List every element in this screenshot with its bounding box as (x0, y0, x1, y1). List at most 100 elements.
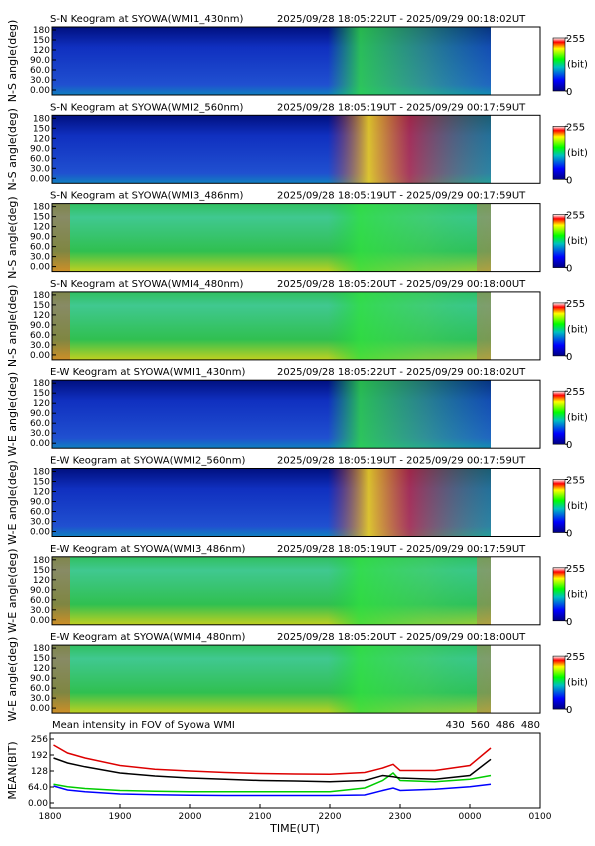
y-tick-label: 180 (33, 26, 50, 36)
colorbar (552, 390, 566, 445)
plot-frame (51, 114, 541, 184)
colorbar-label: (bit) (567, 60, 588, 71)
y-tick-label: 150 (33, 654, 50, 664)
y-tick-label: 64.0 (28, 783, 48, 793)
series-line (53, 772, 492, 793)
colorbar (552, 302, 566, 357)
colorbar-label: (bit) (567, 324, 588, 335)
colorbar-tick-label: 0 (566, 264, 572, 275)
y-tick-label: 60.0 (30, 419, 50, 429)
y-tick-label: 30.0 (30, 76, 50, 86)
colorbar-tick-label: 255 (566, 387, 585, 398)
x-tick-label: 0000 (459, 812, 482, 822)
y-tick-label: 60.0 (30, 243, 50, 253)
y-tick-label: 128 (31, 767, 48, 777)
keogram-edge (52, 556, 70, 625)
colorbar-label: (bit) (567, 148, 588, 159)
colorbar-label: (bit) (567, 236, 588, 247)
y-tick-label: 180 (33, 379, 50, 389)
y-tick-label: 120 (33, 576, 50, 586)
keogram-edge (52, 291, 70, 360)
y-tick-label: 150 (33, 301, 50, 311)
x-tick-label: 0100 (529, 812, 552, 822)
panel-title: S-N Keogram at SYOWA(WMI1_430nm) (50, 14, 244, 25)
panel-title: E-W Keogram at SYOWA(WMI3_486nm) (50, 544, 246, 555)
y-tick-label: 60.0 (30, 331, 50, 341)
x-axis-label: TIME(UT) (269, 822, 320, 835)
y-tick-label: 30.0 (30, 694, 50, 704)
y-tick-label: 150 (33, 566, 50, 576)
colorbar-label: (bit) (567, 678, 588, 689)
y-tick-label: 0.00 (30, 528, 50, 538)
y-tick-label: 0.00 (30, 704, 50, 714)
y-tick-label: 180 (33, 468, 50, 478)
colorbar-tick-label: 255 (566, 34, 585, 45)
y-tick-label: 180 (33, 291, 50, 301)
y-axis-label: N-S angle(deg) (6, 196, 19, 279)
panel-title: S-N Keogram at SYOWA(WMI2_560nm) (50, 102, 244, 113)
y-tick-label: 150 (33, 478, 50, 488)
y-tick-label: 150 (33, 124, 50, 134)
y-tick-label: 90.0 (30, 233, 50, 243)
colorbar (552, 655, 566, 710)
y-axis-label: N-S angle(deg) (6, 108, 19, 191)
colorbar (552, 479, 566, 533)
keogram-edge (52, 203, 70, 272)
plot-frame (51, 644, 541, 714)
y-tick-label: 30.0 (30, 518, 50, 528)
legend-entry: 480 (521, 720, 540, 731)
panel-title: S-N Keogram at SYOWA(WMI4_480nm) (50, 279, 244, 290)
panel-time-range: 2025/09/28 18:05:19UT - 2025/09/29 00:17… (277, 456, 526, 467)
y-tick-label: 0.00 (30, 616, 50, 626)
panel-time-range: 2025/09/28 18:05:22UT - 2025/09/29 00:18… (277, 367, 526, 378)
colorbar-label: (bit) (567, 589, 588, 600)
plot-frame (51, 291, 541, 361)
y-tick-label: 0.00 (30, 439, 50, 449)
y-tick-label: 120 (33, 46, 50, 56)
colorbar (552, 37, 566, 92)
x-tick-label: 1900 (109, 812, 132, 822)
keogram-aurora (328, 115, 491, 184)
legend-entry: 430 (446, 720, 465, 731)
y-axis-label: W-E angle(deg) (6, 460, 19, 545)
keogram-aurora (328, 556, 491, 625)
y-tick-label: 60.0 (30, 508, 50, 518)
legend-entry: 560 (471, 720, 490, 731)
y-axis-label: W-E angle(deg) (6, 372, 19, 457)
y-axis-label: N-S angle(deg) (6, 285, 19, 368)
y-tick-label: 60.0 (30, 684, 50, 694)
y-tick-label: 60.0 (30, 596, 50, 606)
y-tick-label: 30.0 (30, 429, 50, 439)
y-tick-label: 0.00 (30, 351, 50, 361)
x-tick-label: 1800 (39, 812, 62, 822)
series-line (53, 757, 492, 783)
y-tick-label: 120 (33, 134, 50, 144)
colorbar-tick-label: 0 (566, 529, 572, 540)
y-tick-label: 120 (33, 223, 50, 233)
y-tick-label: 90.0 (30, 674, 50, 684)
plot-frame (51, 468, 541, 537)
colorbar-tick-label: 0 (566, 87, 572, 98)
colorbar-tick-label: 0 (566, 440, 572, 451)
colorbar-tick-label: 255 (566, 476, 585, 487)
panel-title: E-W Keogram at SYOWA(WMI4_480nm) (50, 632, 246, 643)
y-tick-label: 180 (33, 114, 50, 124)
panel-time-range: 2025/09/28 18:05:19UT - 2025/09/29 00:17… (277, 544, 526, 555)
keogram-aurora (328, 380, 491, 449)
y-tick-label: 0.00 (30, 86, 50, 96)
keogram-aurora (328, 291, 491, 360)
panel-time-range: 2025/09/28 18:05:20UT - 2025/09/29 00:18… (277, 632, 526, 643)
colorbar-tick-label: 255 (566, 564, 585, 575)
series-line (53, 744, 492, 776)
y-tick-label: 90.0 (30, 144, 50, 154)
y-tick-label: 180 (33, 556, 50, 566)
y-tick-label: 120 (33, 488, 50, 498)
x-tick-label: 2000 (179, 812, 202, 822)
keogram-aurora (328, 645, 491, 714)
keogram-aurora (328, 203, 491, 272)
colorbar-label: (bit) (567, 501, 588, 512)
y-tick-label: 30.0 (30, 341, 50, 351)
plot-frame (51, 203, 541, 273)
y-axis-label: MEAN(BIT) (6, 741, 19, 799)
